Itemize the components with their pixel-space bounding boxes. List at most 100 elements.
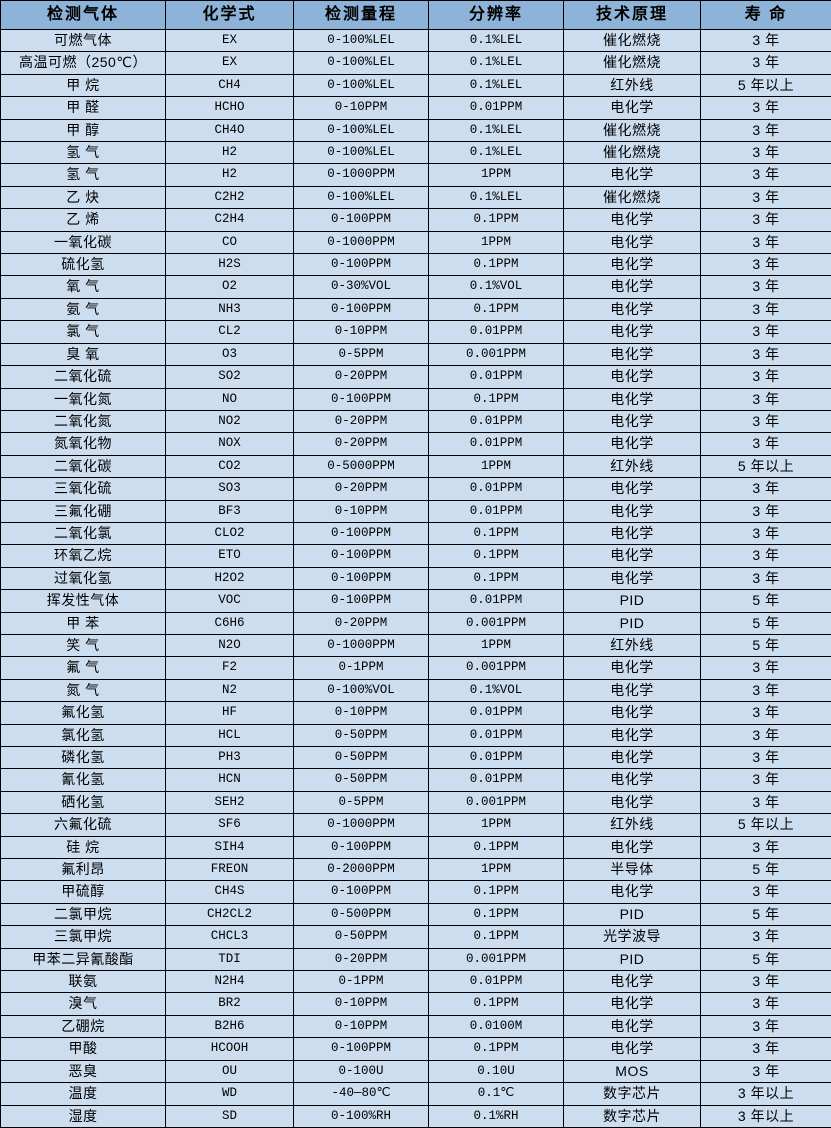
cell-resolution: 0.01PPM [429, 590, 564, 612]
cell-technology: 催化燃烧 [564, 186, 701, 208]
cell-range: 0-100PPM [294, 836, 429, 858]
cell-technology: 电化学 [564, 881, 701, 903]
cell-range: 0-100PPM [294, 1038, 429, 1060]
cell-gas: 笑 气 [1, 634, 166, 656]
cell-range: 0-100%LEL [294, 52, 429, 74]
cell-lifespan: 3 年 [701, 321, 831, 343]
cell-range: 0-5000PPM [294, 455, 429, 477]
cell-lifespan: 3 年 [701, 522, 831, 544]
cell-technology: 电化学 [564, 231, 701, 253]
cell-lifespan: 3 年 [701, 231, 831, 253]
cell-lifespan: 3 年 [701, 657, 831, 679]
cell-range: 0-50PPM [294, 769, 429, 791]
cell-resolution: 0.01PPM [429, 478, 564, 500]
cell-range: 0-50PPM [294, 926, 429, 948]
cell-resolution: 0.1PPM [429, 881, 564, 903]
cell-lifespan: 3 年 [701, 52, 831, 74]
cell-gas: 氟利昂 [1, 859, 166, 881]
cell-range: 0-10PPM [294, 500, 429, 522]
cell-lifespan: 3 年 [701, 410, 831, 432]
cell-range: 0-5PPM [294, 343, 429, 365]
cell-range: 0-10PPM [294, 97, 429, 119]
cell-technology: PID [564, 903, 701, 925]
cell-resolution: 1PPM [429, 859, 564, 881]
cell-lifespan: 3 年 [701, 209, 831, 231]
cell-lifespan: 3 年 [701, 881, 831, 903]
cell-formula: CH4O [166, 119, 294, 141]
cell-resolution: 0.1PPM [429, 993, 564, 1015]
cell-gas: 湿度 [1, 1105, 166, 1127]
cell-gas: 硅 烷 [1, 836, 166, 858]
cell-range: 0-100%LEL [294, 30, 429, 52]
cell-gas: 氮 气 [1, 679, 166, 701]
cell-gas: 乙硼烷 [1, 1015, 166, 1037]
cell-resolution: 0.1%LEL [429, 186, 564, 208]
cell-range: 0-100PPM [294, 545, 429, 567]
cell-resolution: 0.01PPM [429, 724, 564, 746]
cell-lifespan: 3 年 [701, 747, 831, 769]
cell-range: 0-100%LEL [294, 74, 429, 96]
cell-technology: 红外线 [564, 74, 701, 96]
cell-lifespan: 5 年 [701, 859, 831, 881]
cell-range: 0-100PPM [294, 590, 429, 612]
cell-formula: F2 [166, 657, 294, 679]
column-header-formula: 化学式 [166, 1, 294, 30]
cell-range: 0-100PPM [294, 522, 429, 544]
cell-range: 0-10PPM [294, 1015, 429, 1037]
cell-technology: 电化学 [564, 971, 701, 993]
cell-gas: 乙 烯 [1, 209, 166, 231]
cell-resolution: 0.001PPM [429, 612, 564, 634]
cell-gas: 挥发性气体 [1, 590, 166, 612]
cell-technology: 数字芯片 [564, 1105, 701, 1127]
cell-lifespan: 3 年 [701, 254, 831, 276]
cell-resolution: 0.1%LEL [429, 142, 564, 164]
cell-resolution: 0.1PPM [429, 836, 564, 858]
cell-gas: 六氟化硫 [1, 814, 166, 836]
cell-formula: SO2 [166, 366, 294, 388]
cell-resolution: 0.001PPM [429, 343, 564, 365]
cell-lifespan: 3 年 [701, 119, 831, 141]
cell-gas: 氮氧化物 [1, 433, 166, 455]
cell-lifespan: 3 年 [701, 971, 831, 993]
cell-range: 0-20PPM [294, 948, 429, 970]
cell-range: 0-10PPM [294, 702, 429, 724]
cell-formula: O3 [166, 343, 294, 365]
cell-formula: H2 [166, 164, 294, 186]
cell-technology: 数字芯片 [564, 1083, 701, 1105]
cell-technology: 电化学 [564, 433, 701, 455]
cell-technology: 电化学 [564, 321, 701, 343]
cell-resolution: 0.01PPM [429, 500, 564, 522]
cell-resolution: 0.01PPM [429, 410, 564, 432]
cell-range: 0-50PPM [294, 747, 429, 769]
cell-technology: 电化学 [564, 343, 701, 365]
cell-range: 0-20PPM [294, 433, 429, 455]
cell-lifespan: 5 年 [701, 948, 831, 970]
cell-resolution: 0.001PPM [429, 948, 564, 970]
cell-range: 0-1000PPM [294, 231, 429, 253]
cell-technology: MOS [564, 1060, 701, 1082]
cell-technology: 电化学 [564, 254, 701, 276]
cell-technology: 催化燃烧 [564, 142, 701, 164]
cell-technology: 电化学 [564, 97, 701, 119]
cell-lifespan: 5 年以上 [701, 814, 831, 836]
cell-resolution: 0.01PPM [429, 769, 564, 791]
cell-formula: SEH2 [166, 791, 294, 813]
cell-resolution: 0.1%LEL [429, 74, 564, 96]
cell-resolution: 0.10U [429, 1060, 564, 1082]
cell-formula: CO [166, 231, 294, 253]
